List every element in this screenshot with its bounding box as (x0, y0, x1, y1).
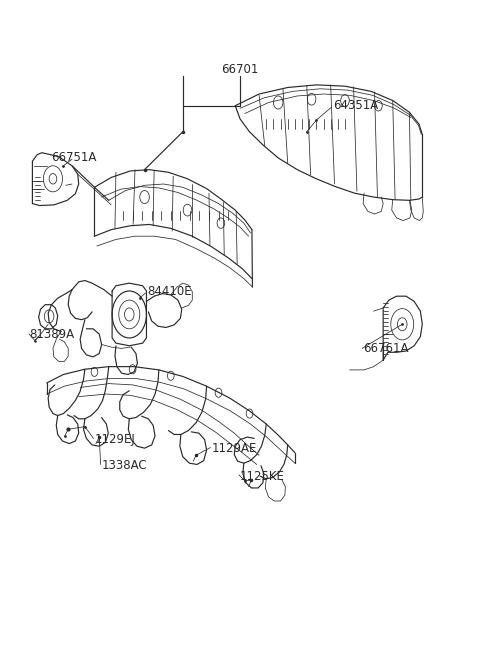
Text: 66761A: 66761A (363, 342, 408, 355)
Text: 1129AE: 1129AE (211, 441, 257, 455)
Text: 1125KE: 1125KE (240, 470, 285, 483)
Text: 66751A: 66751A (51, 151, 97, 164)
Text: 84410E: 84410E (147, 285, 192, 298)
Text: 66701: 66701 (221, 64, 259, 77)
Text: 1129EJ: 1129EJ (95, 433, 135, 446)
Text: 64351A: 64351A (333, 100, 378, 112)
Text: 81389A: 81389A (29, 328, 74, 341)
Text: 1338AC: 1338AC (102, 459, 147, 472)
